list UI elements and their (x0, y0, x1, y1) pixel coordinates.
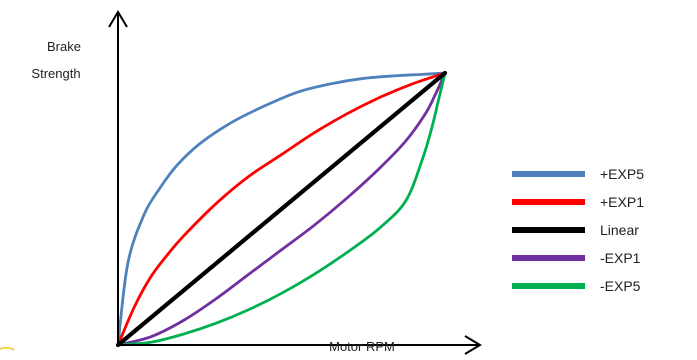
plot-curves (115, 70, 448, 348)
y-axis-label-line-1: Brake (47, 39, 81, 54)
legend-label-plusminus-exp5: +EXP5 (600, 166, 644, 182)
y-axis-arrowhead (108, 10, 128, 28)
x-axis-arrowhead (464, 335, 482, 355)
corner-decoration (0, 347, 15, 351)
series-line-minus-exp5 (116, 71, 447, 347)
series-line-plusminus-exp1 (116, 71, 447, 347)
series-line-minus-exp1 (116, 71, 447, 347)
legend-label-linear: Linear (600, 222, 639, 238)
legend: +EXP5 +EXP1 Linear -EXP1 -EXP5 (512, 166, 644, 294)
legend-label-minus-exp5: -EXP5 (600, 278, 641, 294)
legend-label-minus-exp1: -EXP1 (600, 250, 641, 266)
x-axis-label: Motor RPM (329, 339, 395, 354)
series-line-linear (115, 70, 448, 348)
legend-label-plusminus-exp1: +EXP1 (600, 194, 644, 210)
y-axis-label-line-2: Strength (31, 66, 80, 81)
series-line-plusminus-exp5 (116, 71, 447, 347)
